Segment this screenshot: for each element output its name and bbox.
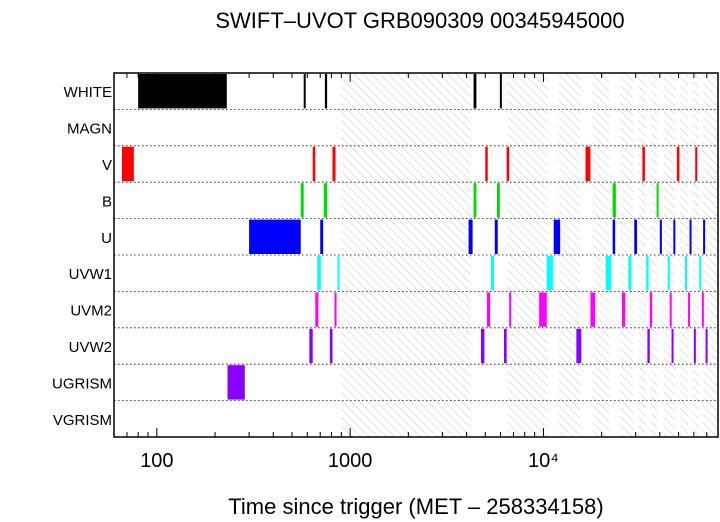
exposure-bar-uvw1-8 [685,256,688,291]
occultation-hatch-0 [341,73,366,437]
exposure-bar-uvw1-7 [667,256,670,291]
exposure-bar-uvw2-6 [671,328,674,364]
exposure-bar-uvm2-1 [334,292,337,327]
exposure-bar-v-5 [585,146,591,182]
exposure-bar-uvw2-3 [503,328,507,364]
exposure-bar-uvm2-6 [622,292,626,327]
occultation-hatch-4 [592,73,610,437]
exposure-bar-white-0 [138,74,227,109]
exposure-bar-u-8 [673,219,676,254]
exposure-bar-u-1 [320,219,324,254]
exposure-bar-v-1 [312,146,316,182]
occultation-hatch-8 [663,73,676,437]
exposure-bars [122,74,708,400]
filter-label-vgrism: VGRISM [53,412,112,429]
exposure-bar-uvw1-3 [546,256,553,291]
exposure-bar-v-6 [642,146,645,182]
exposure-bar-u-4 [553,219,561,254]
exposure-bar-u-9 [689,219,692,254]
exposure-bar-uvw2-2 [480,328,485,364]
filter-label-u: U [101,230,112,247]
exposure-bar-v-7 [676,146,680,182]
exposure-bar-uvm2-3 [509,292,512,327]
exposure-bar-u-0 [249,219,301,254]
x-axis-label: Time since trigger (MET – 258334158) [228,494,603,519]
exposure-bar-uvm2-4 [539,292,547,327]
filter-label-b: B [102,193,112,210]
occultation-hatch-10 [692,73,700,437]
exposure-bar-uvm2-8 [669,292,672,327]
exposure-bar-u-2 [468,219,473,254]
exposure-bar-b-4 [612,183,616,218]
plot-area [114,73,718,437]
filter-label-uvw2: UVW2 [69,339,112,356]
occultation-hatch-layer [341,73,718,437]
exposure-bar-uvw1-1 [337,256,340,291]
exposure-bar-uvw2-5 [647,328,650,364]
exposure-bar-b-3 [496,183,500,218]
occultation-hatch-9 [680,73,689,437]
exposure-bar-uvw2-8 [705,328,708,364]
exposure-bar-white-2 [324,74,328,109]
filter-labels: WHITE MAGN V B U UVW1 UVM2 UVW2 UGRISM VGRISM [52,84,112,429]
exposure-bar-uvw1-0 [317,256,321,291]
exposure-bar-uvm2-0 [315,292,319,327]
filter-label-uvm2: UVM2 [70,303,112,320]
chart-title: SWIFT–UVOT GRB090309 00345945000 [215,8,624,33]
exposure-bar-uvw1-6 [646,256,649,291]
exposure-bar-u-5 [612,219,616,254]
filter-label-ugrism: UGRISM [52,375,112,392]
exposure-bar-uvw2-0 [309,328,313,364]
exposure-bar-b-5 [656,183,659,218]
x-axis-ticks: 100 1000 10⁴ [113,73,719,472]
exposure-bar-b-2 [473,183,477,218]
exposure-bar-uvw2-7 [693,328,696,364]
exposure-bar-v-0 [122,146,134,182]
exposure-bar-v-8 [695,146,698,182]
filter-label-uvw1: UVW1 [69,266,112,283]
exposure-bar-uvm2-9 [688,292,691,327]
exposure-bar-v-3 [485,146,488,182]
exposure-bar-uvw2-1 [329,328,333,364]
exposure-bar-white-4 [499,74,502,109]
exposure-bar-uvw1-2 [490,256,495,291]
exposure-bar-u-7 [659,219,662,254]
plot-frame [113,72,719,438]
exposure-bar-v-2 [332,146,336,182]
filter-label-magn: MAGN [67,121,112,138]
exposure-bar-white-1 [303,74,306,109]
exposure-bar-u-6 [634,219,638,254]
x-tick-label-2: 10⁴ [528,450,559,472]
exposure-bar-uvw1-4 [605,256,612,291]
filter-label-white: WHITE [64,84,112,101]
exposure-bar-uvm2-2 [486,292,491,327]
x-tick-label-0: 100 [140,450,173,472]
exposure-bar-ugrism-0 [227,365,245,400]
exposure-bar-white-3 [473,74,477,109]
exposure-bar-uvw1-5 [628,256,632,291]
exposure-bar-u-3 [494,219,498,254]
exposure-bar-u-10 [703,219,706,254]
exposure-bar-b-0 [300,183,304,218]
row-grid-lines [114,109,718,402]
exposure-bar-b-1 [323,183,328,218]
exposure-bar-uvw2-4 [576,328,582,364]
occultation-hatch-3 [558,73,581,437]
exposure-bar-uvm2-10 [701,292,704,327]
exposure-bar-uvm2-7 [649,292,653,327]
exposure-bar-v-4 [506,146,510,182]
x-tick-label-1: 1000 [328,450,373,472]
exposure-bar-uvw1-9 [699,256,702,291]
exposure-bar-uvm2-5 [590,292,596,327]
filter-label-v: V [102,157,112,174]
